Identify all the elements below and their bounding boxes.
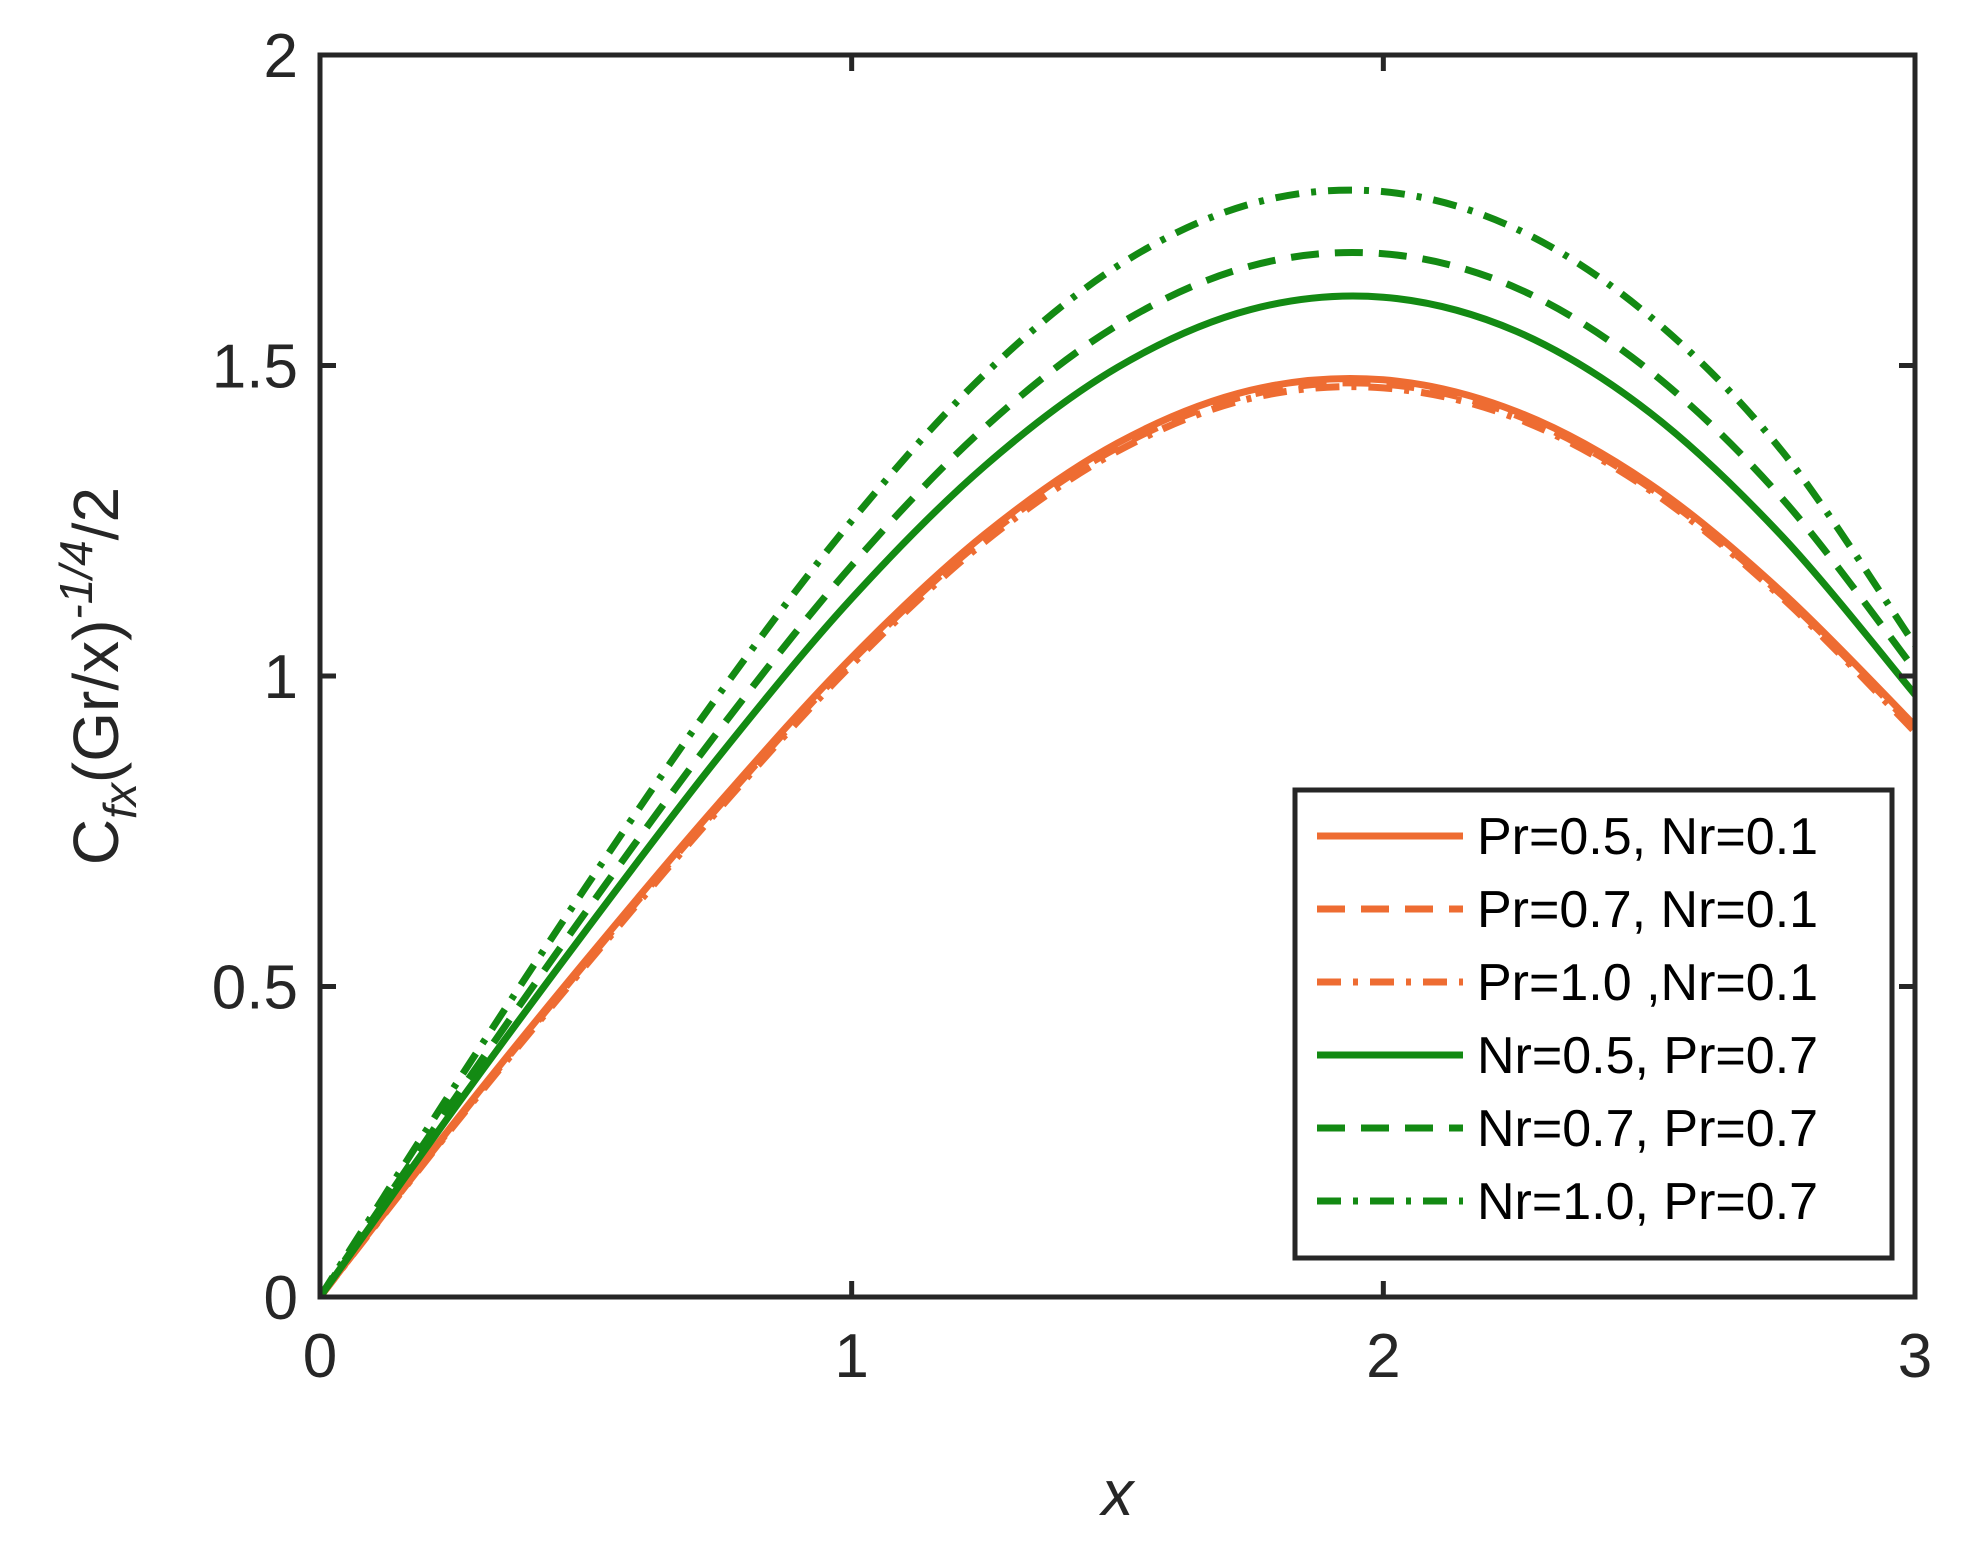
y-tick-label: 1.5	[212, 333, 298, 402]
series-line-4	[320, 292, 1915, 1297]
x-tick-label: 0	[303, 1322, 337, 1391]
legend-entry: Pr=0.7, Nr=0.1	[1477, 881, 1818, 939]
y-label-subscript: fx	[94, 781, 146, 819]
y-tick-label: 0	[264, 1264, 298, 1333]
legend-entry: Nr=0.7, Pr=0.7	[1477, 1100, 1818, 1158]
y-label-mid: (Gr/x)	[60, 620, 132, 784]
series-line-3	[320, 383, 1915, 1297]
y-axis-label: Cfx(Gr/x)-1/4/2	[50, 487, 146, 865]
y-tick-label: 1	[264, 643, 298, 712]
y-label-superscript: -1/4	[50, 540, 102, 619]
legend-entry: Pr=0.5, Nr=0.1	[1477, 808, 1818, 866]
legend: Pr=0.5, Nr=0.1 Pr=0.7, Nr=0.1 Pr=1.0 ,Nr=0…	[1292, 787, 1895, 1261]
legend-entry: Pr=1.0 ,Nr=0.1	[1477, 954, 1818, 1012]
y-tick-label: 2	[264, 22, 298, 91]
y-label-base: C	[60, 819, 132, 865]
x-axis-label: x	[1099, 1457, 1136, 1529]
y-tick-label: 0.5	[212, 954, 298, 1023]
legend-box	[1292, 787, 1895, 1261]
y-label-tail: /2	[60, 487, 132, 540]
legend-entry: Nr=0.5, Pr=0.7	[1477, 1027, 1818, 1085]
series-line-5	[320, 248, 1915, 1297]
x-tick-label: 1	[834, 1322, 868, 1391]
x-tick-label: 3	[1898, 1322, 1932, 1391]
axes-layer: 0 1 2 3 0 0.5 1 1.5 2 x Cfx(Gr/x)-1/4/2	[50, 22, 1932, 1529]
legend-entry: Nr=1.0, Pr=0.7	[1477, 1173, 1818, 1231]
series-layer	[320, 186, 1915, 1297]
series-line-6	[320, 186, 1915, 1297]
x-tick-label: 2	[1366, 1322, 1400, 1391]
